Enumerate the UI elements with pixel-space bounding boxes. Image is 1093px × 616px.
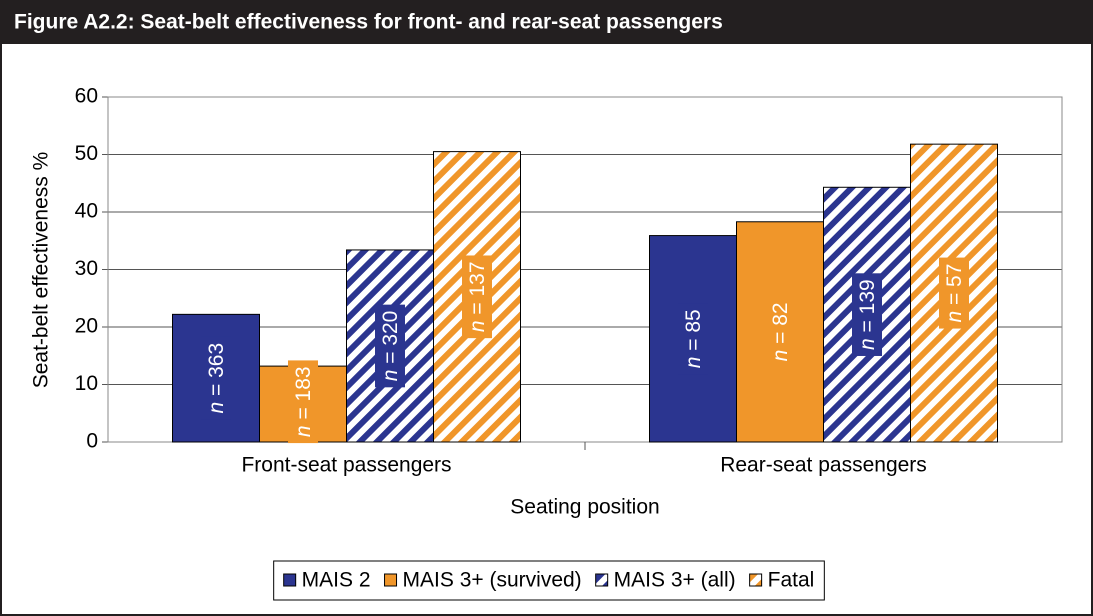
annotation-bg [765, 296, 795, 368]
y-axis-label: Seat-belt effectiveness % [30, 152, 53, 389]
bar-annotation: n = 137 [462, 255, 492, 339]
annotation-text: n = 82 [769, 302, 792, 361]
annotation-bg [939, 257, 969, 329]
x-tick-label: Front-seat passengers [241, 454, 451, 477]
annotation-text: n = 183 [292, 366, 315, 437]
annotation-bg [288, 360, 318, 444]
legend-marker [384, 573, 398, 587]
x-tick-label: Rear-seat passengers [720, 454, 927, 477]
annotation-text: n = 320 [379, 311, 402, 382]
y-tick-label: 40 [75, 200, 98, 223]
legend-label: MAIS 3+ (all) [614, 569, 736, 592]
annotation-bg [375, 304, 405, 388]
annotation-bg [852, 273, 882, 356]
bar-annotation: n = 139 [852, 273, 882, 356]
annotation-text: n = 57 [943, 264, 966, 323]
legend-marker [595, 573, 609, 587]
bar-annotation: n = 82 [765, 296, 795, 368]
annotation-text: n = 137 [466, 261, 489, 332]
header-bar [0, 0, 1093, 44]
y-tick-label: 10 [75, 372, 98, 395]
bar-annotation: n = 57 [939, 257, 969, 329]
y-tick-label: 60 [75, 85, 98, 108]
x-axis-label: Seating position [510, 496, 659, 519]
bar-annotation: n = 363 [201, 336, 231, 420]
bar-annotation: n = 85 [678, 303, 708, 375]
legend-box [273, 560, 825, 601]
y-tick-label: 20 [75, 315, 98, 338]
y-tick-label: 30 [75, 257, 98, 280]
bar-annotation: n = 320 [375, 304, 405, 388]
annotation-text: n = 139 [856, 279, 879, 350]
y-tick-label: 50 [75, 142, 98, 165]
legend-label: MAIS 2 [302, 569, 371, 592]
legend-marker [749, 573, 763, 587]
legend: MAIS 2 MAIS 3+ (survived) MAIS 3+ (all) Fat… [273, 560, 825, 601]
legend-label: MAIS 3+ (survived) [403, 569, 582, 592]
legend-label: Fatal [768, 569, 815, 592]
y-tick-label: 0 [86, 430, 98, 453]
annotation-bg [462, 255, 492, 339]
legend-marker [283, 573, 297, 587]
annotation-bg [678, 303, 708, 375]
annotation-text: n = 363 [205, 343, 228, 414]
annotation-text: n = 85 [682, 309, 705, 368]
annotation-bg [201, 336, 231, 420]
bar-annotation: n = 183 [288, 360, 318, 444]
chart-title: Figure A2.2: Seat-belt effectiveness for… [14, 11, 723, 34]
